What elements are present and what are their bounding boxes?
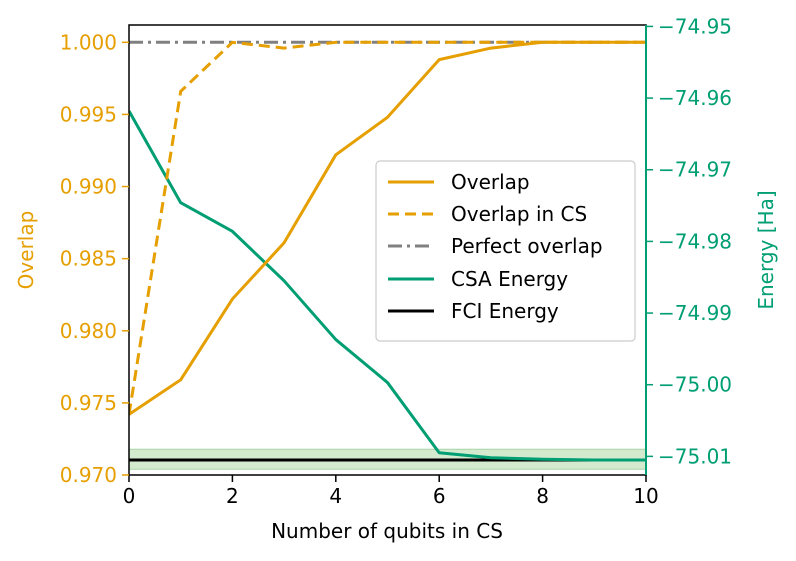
x-tick-label: 0 (123, 484, 136, 508)
left-tick-label: 0.995 (60, 102, 117, 126)
right-tick-label: −75.00 (658, 373, 732, 397)
x-tick-label: 6 (433, 484, 446, 508)
x-tick-label: 10 (633, 484, 658, 508)
legend-label-perfect-overlap: Perfect overlap (451, 234, 603, 258)
legend-box (375, 160, 636, 342)
left-tick-label: 0.980 (60, 319, 117, 343)
right-tick-label: −74.97 (658, 158, 732, 182)
legend-label-overlap-in-cs: Overlap in CS (451, 202, 587, 226)
right-y-axis-label: Energy [Ha] (754, 190, 778, 309)
x-tick-label: 4 (329, 484, 342, 508)
x-axis-label: Number of qubits in CS (271, 519, 503, 543)
x-axis: 0 2 4 6 8 10 (123, 475, 659, 508)
left-y-axis-label: Overlap (14, 211, 38, 290)
right-y-axis: −75.01 −75.00 −74.99 −74.98 −74.97 −74.96 −74.… (645, 14, 732, 475)
series-line-overlap (129, 40, 646, 416)
right-tick-label: −74.99 (658, 301, 732, 325)
left-tick-label: 0.975 (60, 391, 117, 415)
right-tick-label: −75.01 (658, 444, 732, 468)
left-tick-label: 0.990 (60, 175, 117, 199)
legend-label-csa-energy: CSA Energy (451, 267, 568, 291)
series-layer (129, 40, 646, 462)
left-tick-label: 0.970 (60, 463, 117, 487)
x-tick-label: 8 (536, 484, 549, 508)
x-tick-label: 2 (226, 484, 239, 508)
legend: Overlap Overlap in CS Perfect overlap CS… (375, 160, 636, 342)
left-tick-label: 0.985 (60, 247, 117, 271)
right-tick-label: −74.96 (658, 86, 732, 110)
right-tick-label: −74.95 (658, 14, 732, 38)
series-line-csa-energy (129, 110, 646, 462)
legend-swatches (388, 180, 434, 313)
legend-label-fci-energy: FCI Energy (451, 299, 559, 323)
legend-label-overlap: Overlap (451, 170, 530, 194)
series-line-overlap-in-cs (129, 40, 646, 415)
right-tick-label: −74.98 (658, 229, 732, 253)
left-tick-label: 1.000 (60, 30, 117, 54)
left-y-axis: 0.970 0.975 0.980 0.985 0.990 0.995 1.000 (60, 30, 129, 487)
